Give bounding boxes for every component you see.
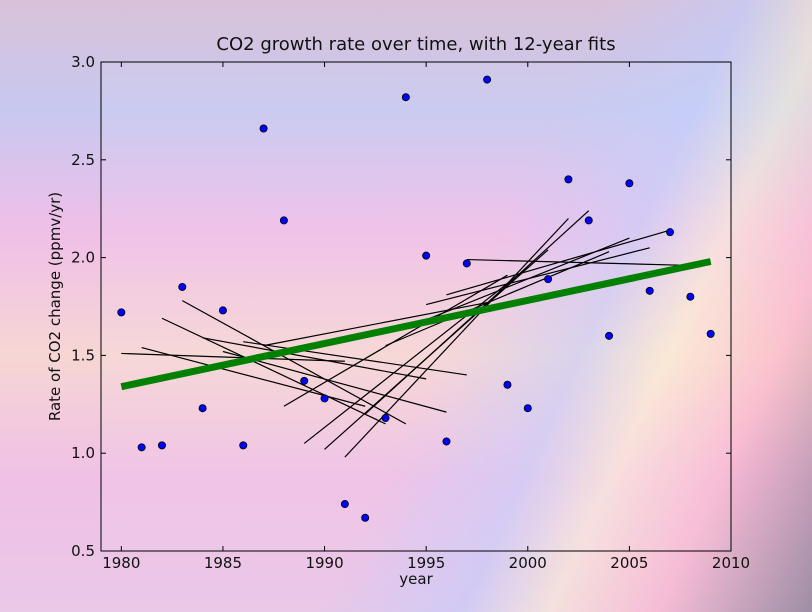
x-tick-label: 2010 [712, 554, 750, 572]
chart-title: CO2 growth rate over time, with 12-year … [216, 34, 615, 55]
data-point [422, 251, 431, 260]
data-point [544, 275, 553, 284]
data-point [483, 75, 492, 84]
data-point [442, 437, 451, 446]
data-point [381, 413, 390, 422]
data-point [605, 331, 614, 340]
y-axis-ticks: 0.5 1.0 1.5 2.0 2.5 3.0 [71, 53, 731, 560]
y-tick-label: 1.0 [71, 444, 95, 462]
data-point [625, 179, 634, 188]
window-fit-line [161, 317, 386, 425]
y-tick-label: 2.5 [71, 151, 95, 169]
data-point [584, 216, 593, 225]
data-point [218, 306, 227, 315]
overall-fit-line [120, 258, 712, 391]
x-axis-label: year [399, 570, 433, 588]
x-tick-label: 2005 [610, 554, 648, 572]
y-tick-label: 3.0 [71, 53, 95, 71]
window-fit-line [182, 300, 407, 425]
data-point [706, 329, 715, 338]
data-point [300, 376, 309, 385]
data-point [340, 500, 349, 509]
data-point [279, 216, 288, 225]
data-point [686, 292, 695, 301]
data-point [239, 441, 248, 450]
data-point [198, 404, 207, 413]
data-point [259, 124, 268, 133]
data-point [361, 513, 370, 522]
data-point [462, 259, 471, 268]
window-fit-line [121, 352, 345, 362]
x-tick-label: 2000 [509, 554, 547, 572]
data-point [137, 443, 146, 452]
y-tick-label: 0.5 [71, 542, 95, 560]
window-fit-line [202, 337, 427, 380]
y-axis-label: Rate of CO2 change (ppmv/yr) [46, 192, 64, 421]
window-fit-line [243, 341, 467, 376]
plot-area [100, 61, 732, 552]
x-tick-label: 1985 [204, 554, 242, 572]
data-point [157, 441, 166, 450]
data-point [564, 175, 573, 184]
x-tick-label: 1990 [305, 554, 343, 572]
x-tick-label: 1980 [102, 554, 140, 572]
data-points [117, 75, 715, 522]
data-point [117, 308, 126, 317]
x-axis-ticks: 1980 1985 1990 1995 2000 2005 2010 [102, 62, 750, 572]
data-point [523, 404, 532, 413]
window-fit-line [222, 350, 447, 413]
window-fit-line [426, 247, 650, 306]
data-point [320, 394, 329, 403]
window-fit-line [303, 266, 529, 444]
data-point [401, 93, 410, 102]
x-tick-label: 1995 [407, 554, 445, 572]
data-point [666, 228, 675, 237]
data-point [503, 380, 512, 389]
data-point [178, 282, 187, 291]
window-fit-line [466, 258, 691, 267]
y-tick-label: 1.5 [71, 346, 95, 364]
data-point [645, 286, 654, 295]
y-tick-label: 2.0 [71, 249, 95, 267]
